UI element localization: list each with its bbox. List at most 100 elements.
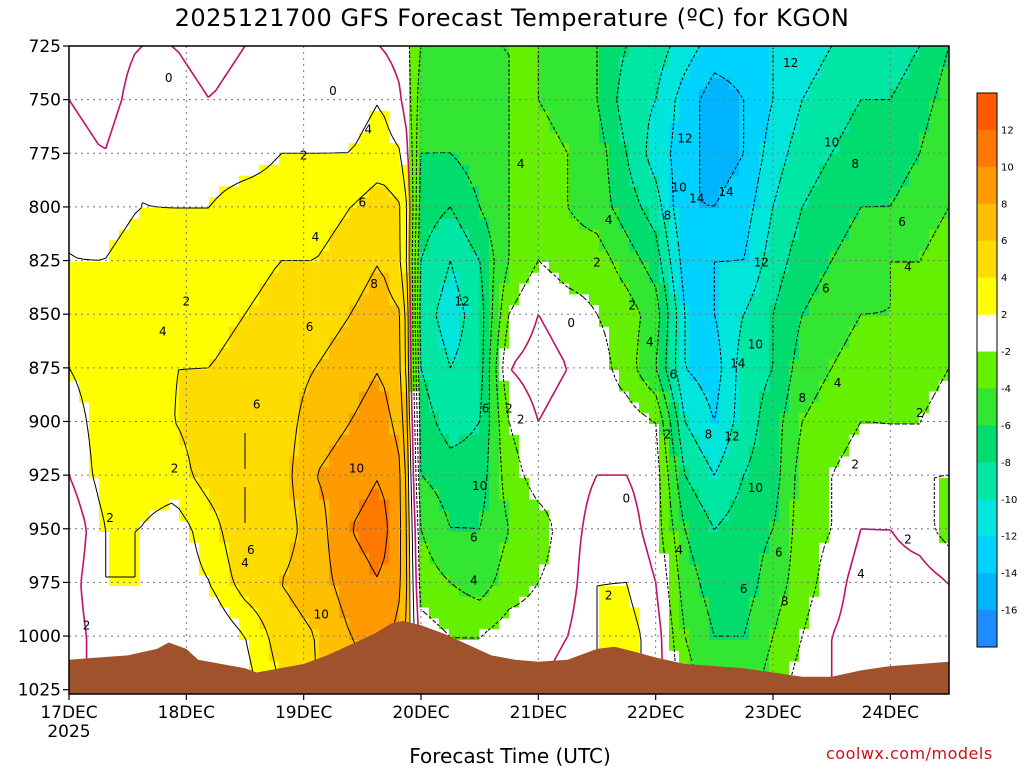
field-cell (149, 218, 160, 231)
field-cell (859, 326, 870, 339)
field-cell (609, 218, 620, 231)
field-cell (479, 283, 490, 295)
field-cell (289, 251, 300, 263)
field-cell (829, 143, 840, 155)
field-cell (119, 607, 130, 619)
field-cell (429, 316, 440, 328)
field-cell (699, 370, 710, 382)
field-cell (169, 424, 180, 436)
field-cell (609, 100, 620, 112)
field-cell (749, 208, 760, 220)
field-cell (209, 326, 220, 339)
field-cell (159, 164, 170, 177)
field-cell (329, 402, 340, 414)
field-cell (589, 143, 600, 155)
field-cell (729, 564, 740, 576)
field-cell (539, 586, 550, 598)
field-cell (409, 359, 420, 371)
field-cell (489, 78, 500, 90)
field-cell (759, 402, 770, 414)
field-cell (629, 240, 640, 252)
field-cell (799, 607, 810, 619)
field-cell (459, 78, 470, 90)
field-cell (339, 154, 350, 166)
field-cell (759, 445, 770, 457)
field-cell (439, 175, 450, 187)
field-cell (259, 532, 270, 544)
field-cell (69, 380, 80, 393)
field-cell (89, 283, 100, 295)
field-cell (659, 359, 670, 371)
field-cell (429, 359, 440, 371)
field-cell (469, 553, 480, 565)
field-cell (439, 370, 450, 382)
field-cell (509, 499, 520, 511)
field-cell (619, 542, 630, 555)
field-cell (849, 575, 860, 587)
field-cell (619, 575, 630, 587)
field-cell (749, 370, 760, 382)
field-cell (259, 305, 270, 317)
field-cell (659, 542, 670, 555)
field-cell (679, 532, 690, 544)
field-cell (359, 89, 370, 101)
field-cell (539, 186, 550, 198)
field-cell (429, 78, 440, 90)
field-cell (849, 542, 860, 555)
field-cell (259, 337, 270, 349)
field-cell (749, 154, 760, 166)
field-cell (149, 380, 160, 393)
field-cell (179, 456, 190, 468)
field-cell (839, 100, 850, 112)
field-cell (829, 629, 840, 641)
field-cell (879, 100, 890, 112)
field-cell (729, 661, 740, 673)
field-cell (669, 240, 680, 252)
field-cell (249, 251, 260, 263)
field-cell (609, 532, 620, 544)
field-cell (119, 521, 130, 533)
field-cell (469, 532, 480, 544)
field-cell (239, 316, 250, 328)
field-cell (129, 316, 140, 328)
field-cell (689, 143, 700, 155)
field-cell (879, 143, 890, 155)
field-cell (129, 186, 140, 198)
field-cell (449, 218, 460, 231)
field-cell (289, 629, 300, 641)
field-cell (129, 467, 140, 479)
field-cell (99, 456, 110, 468)
field-cell (549, 240, 560, 252)
field-cell (519, 618, 530, 630)
field-cell (199, 337, 210, 349)
field-cell (319, 143, 330, 155)
field-cell (829, 154, 840, 166)
field-cell (719, 348, 730, 360)
field-cell (889, 488, 900, 501)
field-cell (429, 283, 440, 295)
field-cell (189, 499, 200, 511)
field-cell (89, 499, 100, 511)
field-cell (269, 305, 280, 317)
field-cell (529, 380, 540, 393)
field-cell (149, 478, 160, 490)
field-cell (309, 100, 320, 112)
field-cell (539, 143, 550, 155)
field-cell (549, 143, 560, 155)
field-cell (859, 488, 870, 501)
field-cell (759, 110, 770, 123)
field-cell (389, 521, 400, 533)
field-cell (99, 618, 110, 630)
field-cell (219, 262, 230, 274)
field-cell (139, 100, 150, 112)
field-cell (189, 586, 200, 598)
field-cell (139, 532, 150, 544)
field-cell (639, 370, 650, 382)
field-cell (539, 316, 550, 328)
field-cell (509, 521, 520, 533)
field-cell (759, 283, 770, 295)
field-cell (729, 294, 740, 306)
field-cell (689, 294, 700, 306)
field-cell (579, 434, 590, 447)
field-cell (299, 208, 310, 220)
